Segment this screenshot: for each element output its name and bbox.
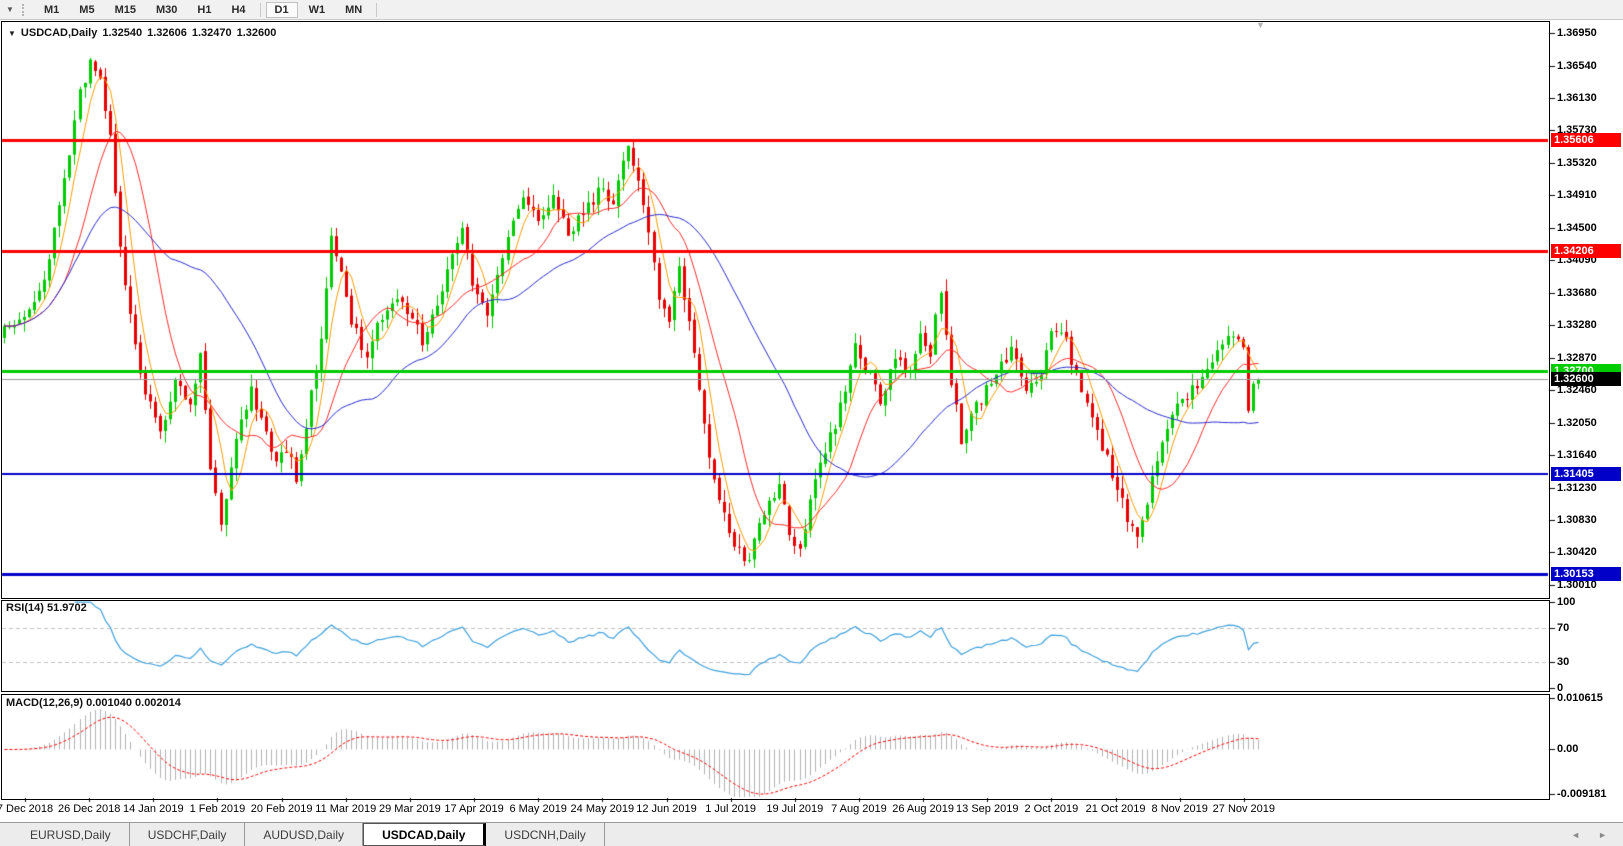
tab-audusd[interactable]: AUDUSD,Daily [245,823,364,846]
price-tick-label: 1.35320 [1557,156,1597,169]
chart-title-collapse-icon[interactable]: ▼ [8,29,16,38]
price-tick-label: 1.33680 [1557,287,1597,300]
rsi-tick-label: 100 [1557,596,1576,608]
rsi-axis[interactable]: 100 70 30 0 [1550,596,1623,694]
price-tick-label: 1.34910 [1557,189,1597,202]
tab-scroll-left-icon[interactable]: ◄ [1571,829,1581,840]
timeframe-button-m30[interactable]: M30 [155,3,178,16]
date-tick-label: 12 Jun 2019 [636,803,697,815]
date-tick-label: 7 Aug 2019 [831,803,887,815]
date-tick-label: 26 Dec 2018 [57,803,121,815]
tab-usdcad[interactable]: USDCAD,Daily [363,823,487,846]
timeframe-button-m15[interactable]: M15 [114,3,136,16]
scroll-to-end-marker-icon[interactable]: ▼ [1256,20,1265,30]
tab-usdchf[interactable]: USDCHF,Daily [130,823,246,846]
date-tick-label: 2 Oct 2019 [1024,803,1079,815]
timeframe-button-h4[interactable]: H4 [231,3,246,16]
price-tick-label: 1.34500 [1557,221,1597,234]
time-axis[interactable]: 7 Dec 2018 26 Dec 2018 14 Jan 2019 1 Feb 20… [0,799,1549,821]
tab-eurusd[interactable]: EURUSD,Daily [12,823,130,846]
chart-menu-dropdown-icon[interactable]: ▼ [6,5,14,14]
date-tick-label: 13 Sep 2019 [956,803,1019,815]
price-tick-label: 1.32460 [1557,384,1597,397]
timeframe-button-m5[interactable]: M5 [79,3,95,16]
price-level-badge: 1.30153 [1551,566,1621,581]
macd-tick-label: 0.010615 [1557,692,1603,704]
rsi-tick-label: 0 [1557,682,1564,694]
price-tick-label: 1.32870 [1557,351,1597,364]
date-tick-label: 26 Aug 2019 [892,803,954,815]
date-tick-label: 27 Nov 2019 [1212,803,1276,815]
rsi-indicator-label: RSI(14) 51.9702 [6,602,87,614]
macd-tick-label: 0.00 [1557,743,1579,756]
date-tick-label: 19 Jul 2019 [766,803,824,815]
price-level-badge: 1.35606 [1551,132,1621,147]
price-level-badge: 1.34206 [1551,244,1621,259]
timeframe-button-h1[interactable]: H1 [197,3,212,16]
date-tick-label: 29 Mar 2019 [379,803,441,815]
date-tick-label: 6 May 2019 [509,803,567,815]
chart-tabs: EURUSD,Daily USDCHF,Daily AUDUSD,Daily USDC… [0,823,605,846]
date-tick-label: 17 Apr 2019 [444,803,504,815]
ohlc-open-value: 1.32540 [102,27,143,39]
timeframe-button-d1[interactable]: D1 [265,1,298,18]
price-tick-label: 1.31230 [1557,481,1597,494]
price-tick-label: 1.30420 [1557,546,1597,559]
rsi-tick-label: 30 [1557,656,1570,669]
date-tick-label: 11 Mar 2019 [315,803,377,815]
date-tick-label: 7 Dec 2018 [0,803,54,815]
price-tick-label: 1.31640 [1557,449,1597,462]
tab-usdcnh[interactable]: USDCNH,Daily [486,823,605,846]
tab-scroll-arrows: ◄ ► [1571,823,1623,846]
price-tick-label: 1.30010 [1557,579,1597,591]
toolbar-grip-handle[interactable] [22,3,28,16]
timeframe-toolbar: ▼ M1 M5 M15 M30 H1 H4 D1 W1 MN [0,0,1623,20]
tab-scroll-right-icon[interactable]: ► [1598,829,1607,840]
timeframe-button-mn[interactable]: MN [345,3,363,16]
rsi-tick-label: 70 [1557,621,1570,634]
macd-axis[interactable]: 0.010615 0.00 -0.009181 [1550,692,1623,800]
date-tick-label: 21 Oct 2019 [1085,803,1146,815]
price-tick-label: 1.32050 [1557,416,1597,429]
date-tick-label: 20 Feb 2019 [250,803,313,815]
date-tick-label: 8 Nov 2019 [1151,803,1208,815]
timeframe-button-w1[interactable]: W1 [308,3,326,16]
price-tick-label: 1.36540 [1557,59,1597,72]
chart-symbol-label: USDCAD,Daily [20,27,98,39]
toolbar-separator [376,2,378,17]
date-tick-label: 1 Jul 2019 [705,803,757,815]
date-tick-label: 24 May 2019 [570,803,635,815]
price-level-badge: 1.32600 [1551,371,1621,386]
price-tick-label: 1.33280 [1557,318,1597,331]
timeframe-buttons: M1 M5 M15 M30 H1 H4 D1 W1 MN [34,1,381,18]
price-level-badge: 1.31405 [1551,467,1621,482]
price-tick-label: 1.36950 [1557,27,1597,39]
chart-title: ▼ USDCAD,Daily 1.32540 1.32606 1.32470 1.3260… [8,27,281,39]
date-tick-label: 1 Feb 2019 [189,803,246,815]
macd-tick-label: -0.009181 [1557,788,1607,800]
date-tick-label: 14 Jan 2019 [123,803,184,815]
timeframe-button-m1[interactable]: M1 [44,3,60,16]
ohlc-high-value: 1.32606 [147,27,187,39]
price-axis[interactable]: 1.36950 1.36540 1.36130 1.35730 1.35320 1.349… [1550,21,1623,597]
macd-indicator-label: MACD(12,26,9) 0.001040 0.002014 [6,697,181,709]
price-tick-label: 1.30830 [1557,513,1597,526]
price-tick-label: 1.36130 [1557,92,1597,105]
ohlc-close-value: 1.32600 [236,27,277,39]
ohlc-low-value: 1.32470 [191,27,232,39]
toolbar-separator [259,2,261,17]
chart-tab-bar: EURUSD,Daily USDCHF,Daily AUDUSD,Daily USDC… [0,822,1623,846]
